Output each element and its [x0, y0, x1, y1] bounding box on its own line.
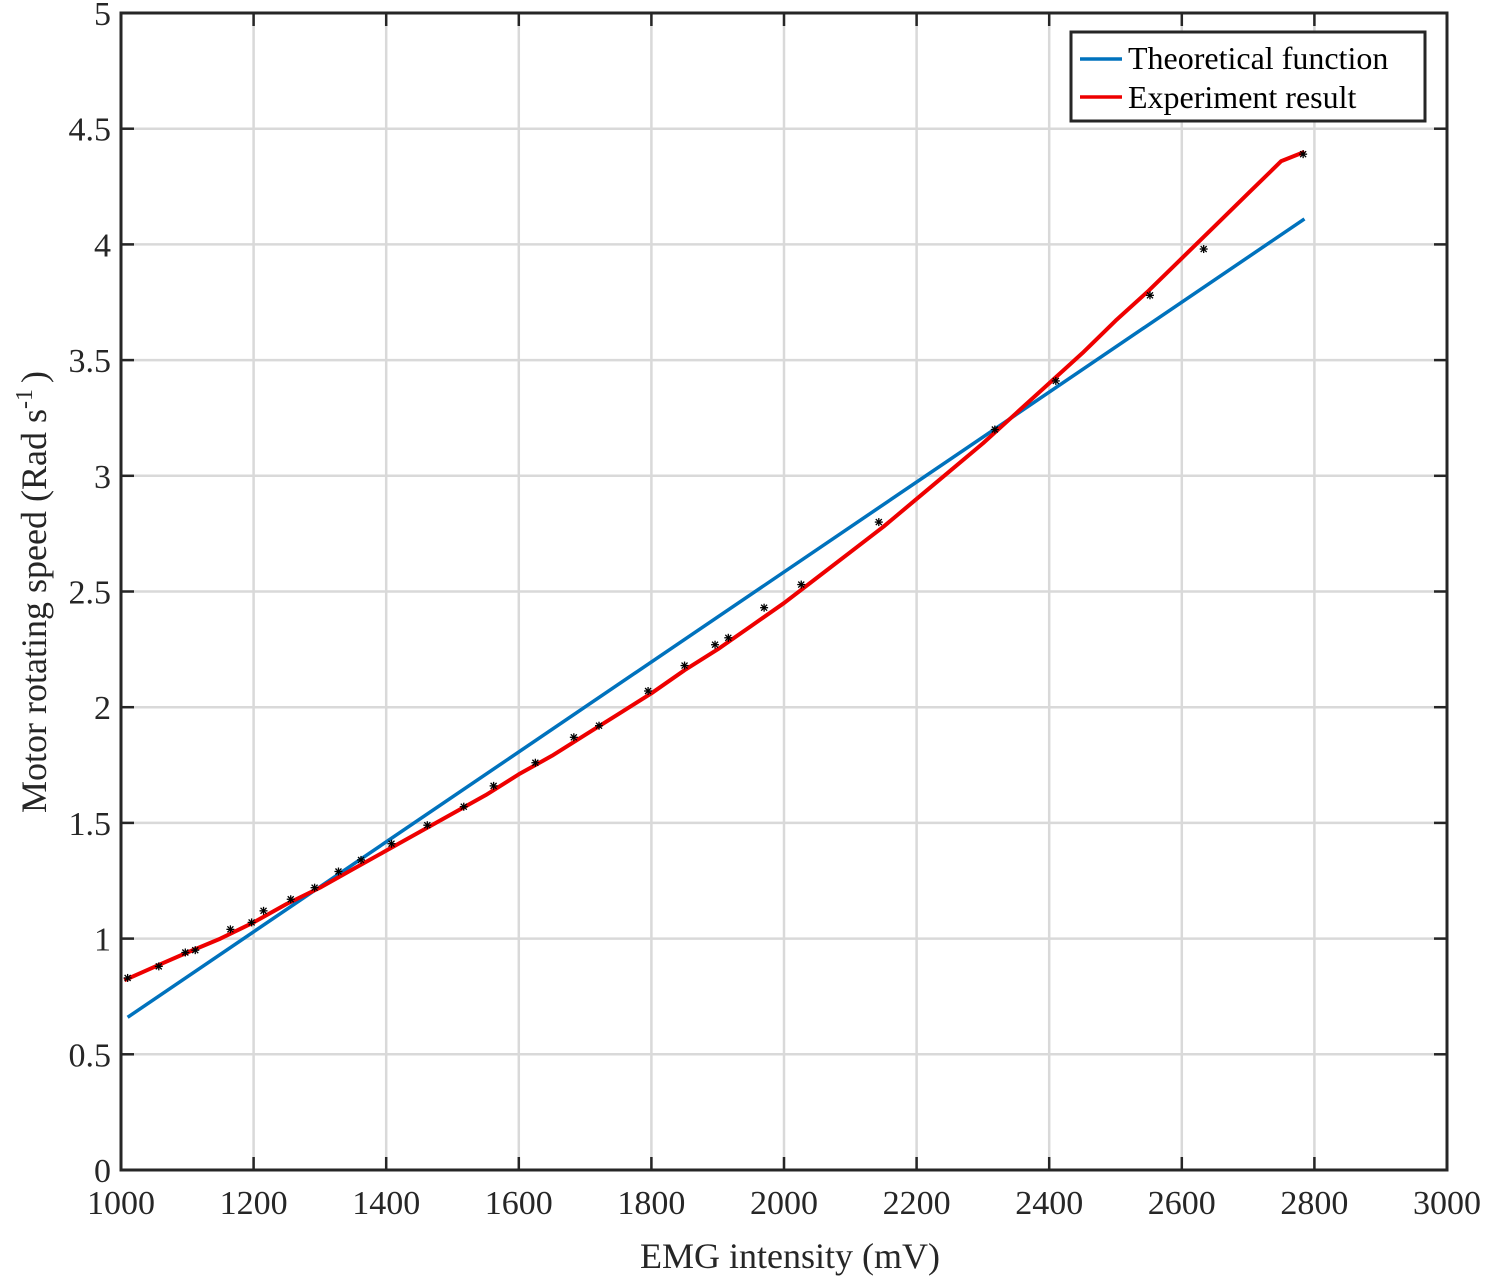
x-tick-label: 1000: [87, 1185, 155, 1222]
x-axis-title: EMG intensity (mV): [640, 1236, 940, 1276]
y-tick-label: 1.5: [69, 806, 112, 843]
y-tick-label: 5: [94, 0, 111, 33]
x-tick-label: 1400: [352, 1185, 420, 1222]
x-tick-label: 2800: [1280, 1185, 1348, 1222]
data-point-marker: [680, 661, 689, 670]
marker-layer: [123, 150, 1308, 982]
data-point-marker: [1051, 376, 1060, 385]
series-experiment-line: [123, 149, 1306, 983]
data-point-marker: [154, 962, 163, 971]
data-point-marker: [247, 918, 256, 927]
y-tick-label: 3: [94, 459, 111, 496]
legend-label-experiment: Experiment result: [1128, 79, 1356, 115]
x-tick-label: 2600: [1148, 1185, 1216, 1222]
y-tick-label: 4.5: [69, 112, 112, 149]
data-point-marker: [644, 687, 653, 696]
data-point-marker: [1299, 150, 1308, 159]
data-point-marker: [595, 721, 604, 730]
x-tick-label: 2000: [750, 1185, 818, 1222]
y-tick-label: 4: [94, 227, 111, 264]
data-point-marker: [724, 633, 733, 642]
x-tick-label: 3000: [1413, 1185, 1481, 1222]
legend-label-theoretical: Theoretical function: [1128, 40, 1388, 76]
y-tick-label: 3.5: [69, 343, 112, 380]
y-axis-title-superscript: -1: [12, 389, 38, 409]
data-point-marker: [387, 839, 396, 848]
data-point-marker: [797, 580, 806, 589]
x-tick-label: 1200: [220, 1185, 288, 1222]
data-point-marker: [310, 883, 319, 892]
legend-box: [1069, 30, 1427, 123]
x-tick-label: 1600: [485, 1185, 553, 1222]
data-point-marker: [191, 946, 200, 955]
y-tick-label: 0: [94, 1153, 111, 1190]
y-tick-label: 1: [94, 922, 111, 959]
data-point-marker: [1145, 291, 1154, 300]
data-point-marker: [459, 802, 468, 811]
data-point-marker: [286, 895, 295, 904]
y-tick-label: 2: [94, 690, 111, 727]
y-tick-labels: 0 0.5 1 1.5 2 2.5 3 3.5 4 4.5 5: [69, 0, 112, 1190]
y-tick-label: 2.5: [69, 575, 112, 612]
data-point-marker: [760, 603, 769, 612]
data-point-marker: [123, 973, 132, 982]
legend: Theoretical function Experiment result: [1069, 30, 1427, 123]
x-tick-label: 1800: [617, 1185, 685, 1222]
data-point-marker: [531, 758, 540, 767]
y-axis-title-close: ): [14, 371, 54, 383]
grid-lines: [121, 13, 1447, 1170]
data-point-marker: [357, 855, 366, 864]
y-tick-label: 0.5: [69, 1037, 112, 1074]
series-layer: [123, 149, 1306, 1019]
x-tick-labels: 1000 1200 1400 1600 1800 2000 2200 2400 2600 2800…: [87, 1185, 1481, 1222]
y-axis-title-main: Motor rotating speed (Rad s: [14, 409, 54, 813]
data-point-marker: [874, 518, 883, 527]
x-tick-label: 2200: [883, 1185, 951, 1222]
data-point-marker: [489, 781, 498, 790]
data-point-marker: [259, 906, 268, 915]
data-point-marker: [226, 925, 235, 934]
data-point-marker: [990, 425, 999, 434]
data-point-marker: [181, 948, 190, 957]
y-axis-title: Motor rotating speed (Rad s-1): [12, 371, 54, 813]
data-point-marker: [569, 733, 578, 742]
data-point-marker: [423, 821, 432, 830]
data-point-marker: [711, 640, 720, 649]
data-point-marker: [1199, 245, 1208, 254]
axis-ticks: [119, 11, 1449, 1172]
data-point-marker: [334, 867, 343, 876]
x-tick-label: 2400: [1015, 1185, 1083, 1222]
